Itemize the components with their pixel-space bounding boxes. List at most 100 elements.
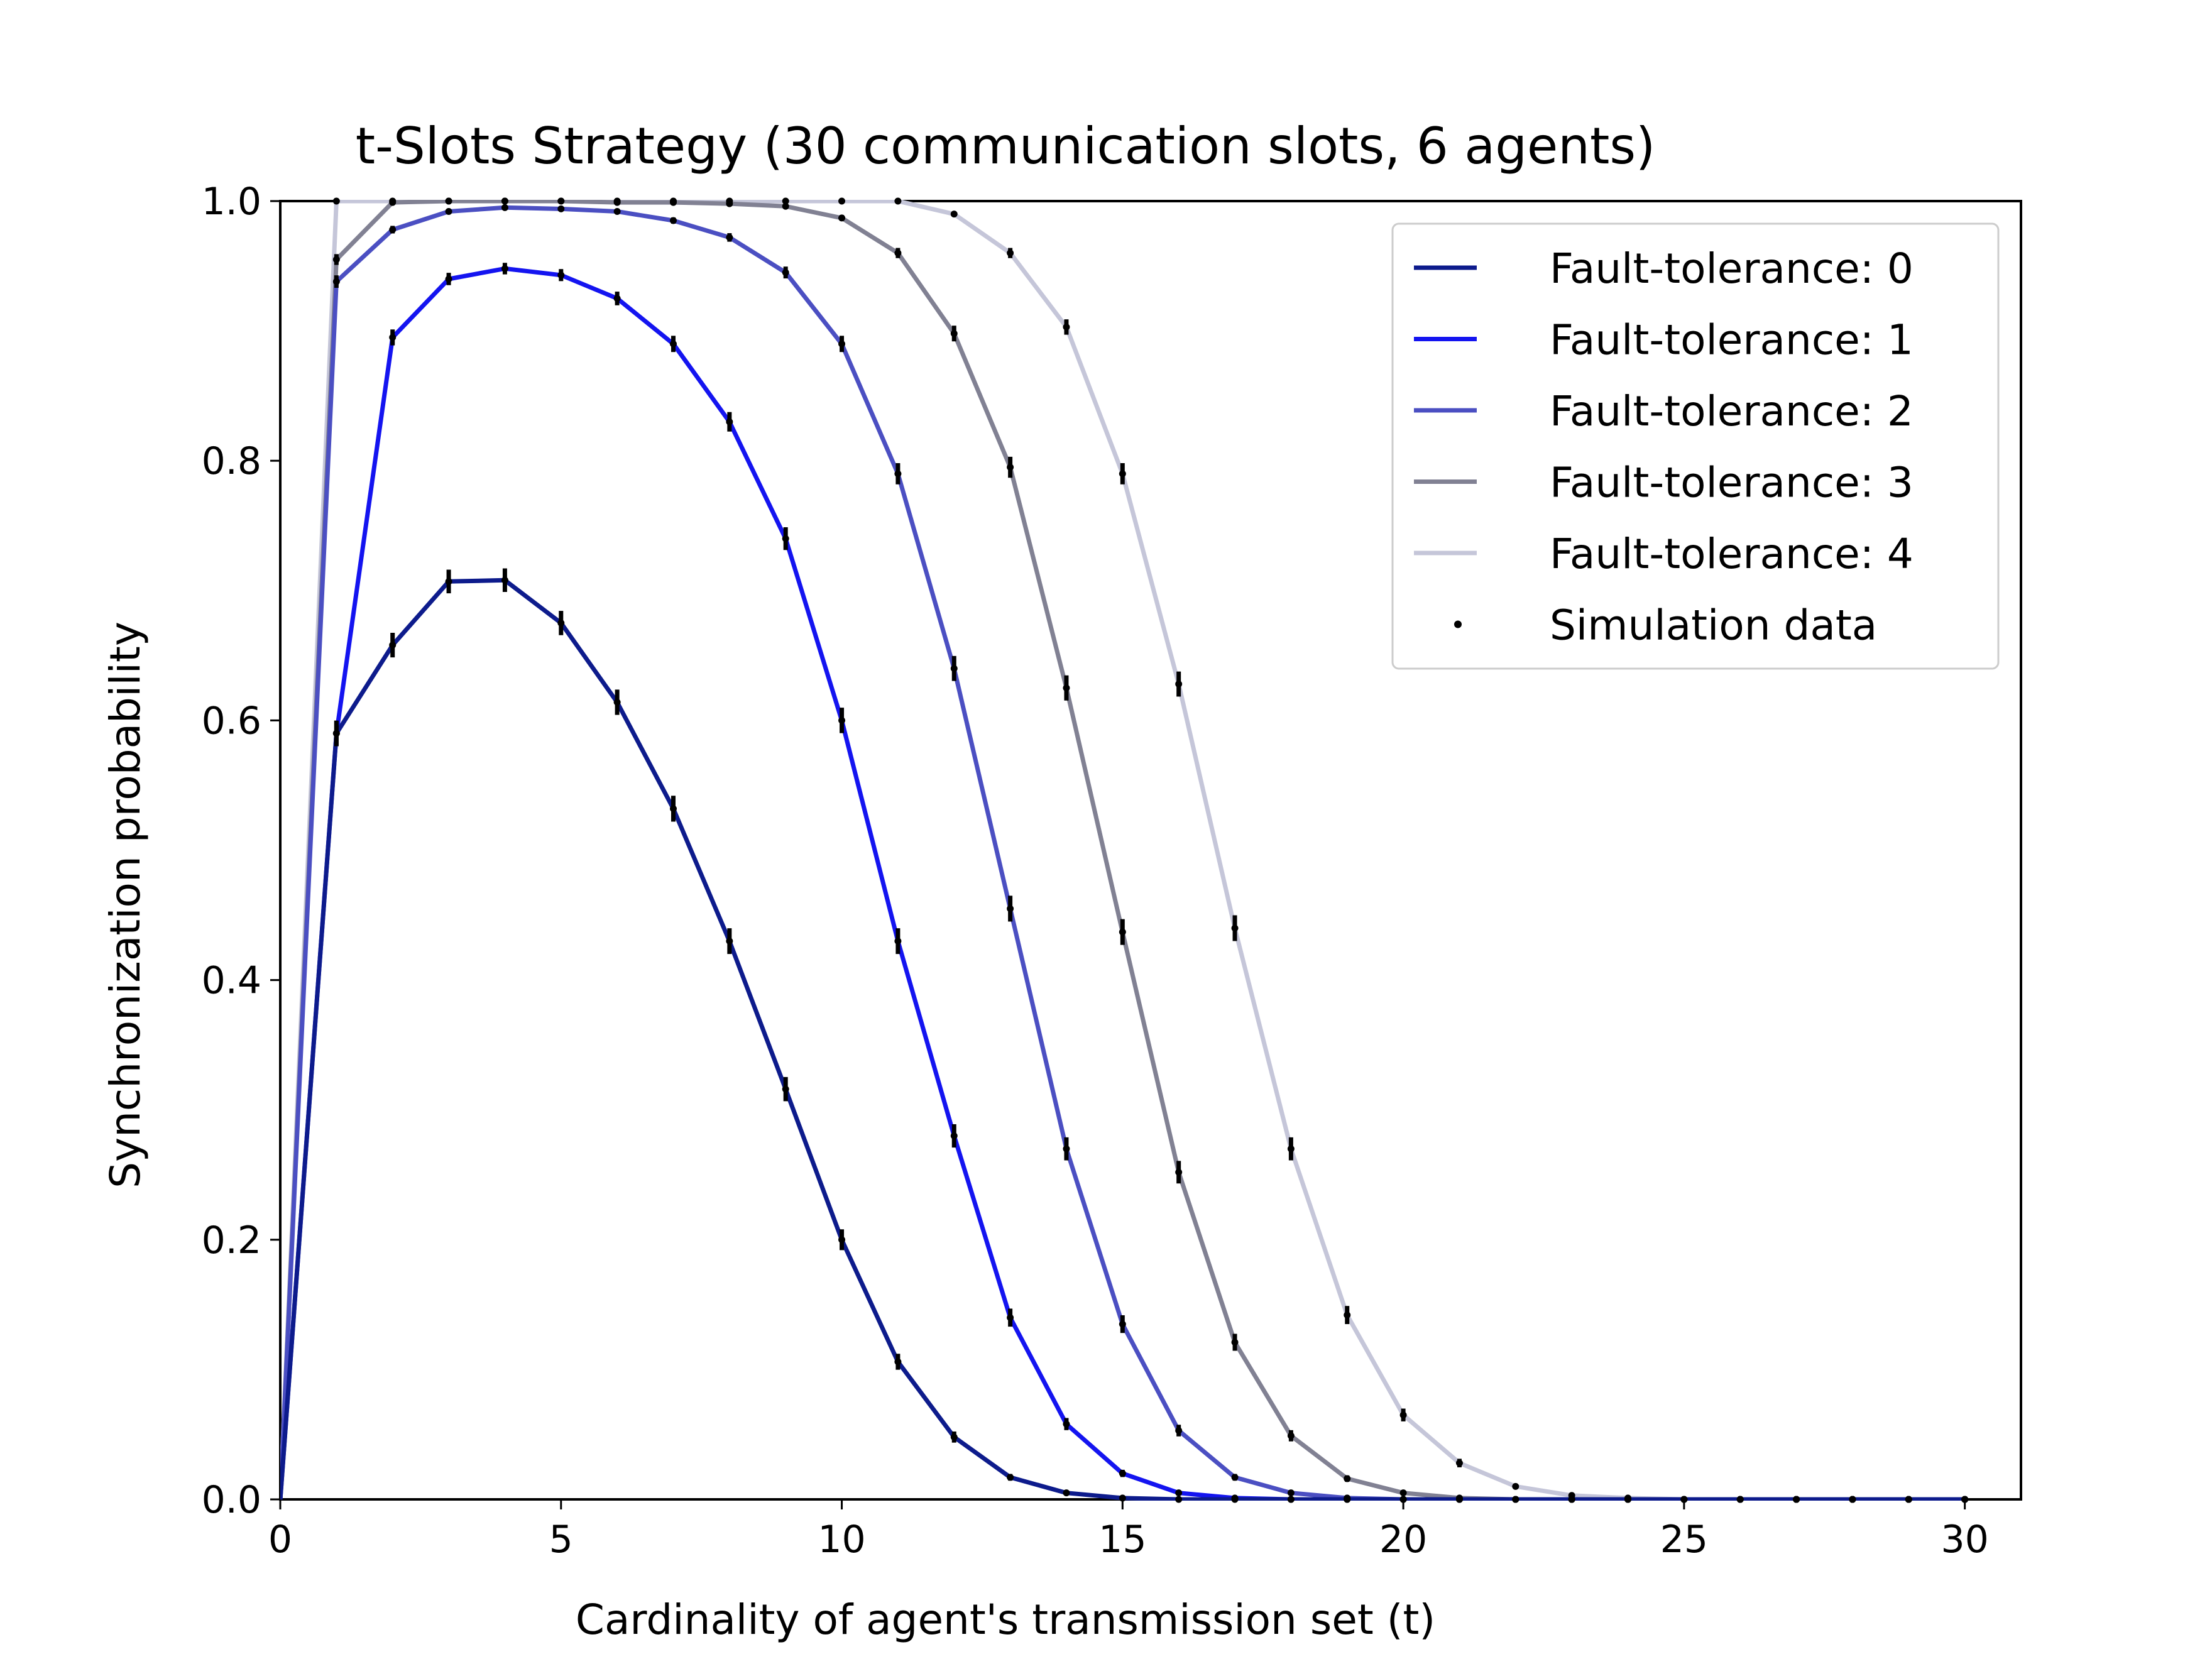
simulation-point <box>1231 1339 1239 1346</box>
simulation-point <box>613 698 621 706</box>
simulation-point <box>1287 1496 1295 1503</box>
simulation-point <box>1231 924 1239 932</box>
simulation-point <box>1455 1494 1463 1502</box>
simulation-point <box>1399 1411 1407 1419</box>
simulation-point <box>332 730 340 737</box>
simulation-point <box>557 271 565 279</box>
simulation-point <box>557 205 565 212</box>
simulation-point <box>1512 1482 1519 1490</box>
y-tick-label: 0.6 <box>202 699 261 743</box>
simulation-point <box>445 275 452 283</box>
simulation-point <box>726 197 733 205</box>
simulation-point <box>1512 1496 1519 1503</box>
simulation-point <box>389 334 397 341</box>
simulation-point <box>669 805 677 813</box>
chart-title: t-Slots Strategy (30 communication slots… <box>356 117 1655 175</box>
simulation-point <box>332 197 340 205</box>
simulation-point <box>894 197 902 205</box>
plot-area: 0 5 10 15 20 25 30 0.0 0.2 0.4 0.6 0.8 1.0 <box>202 180 2022 1562</box>
simulation-point <box>1344 1494 1351 1502</box>
y-tick-label: 0.4 <box>202 959 261 1003</box>
simulation-point <box>1119 470 1126 478</box>
simulation-point <box>1063 323 1070 331</box>
simulation-point <box>1287 1489 1295 1497</box>
simulation-point <box>1007 1474 1014 1481</box>
simulation-point <box>1119 1320 1126 1328</box>
simulation-point <box>613 197 621 205</box>
simulation-point <box>1063 1145 1070 1153</box>
legend-box <box>1391 222 2000 670</box>
simulation-point <box>1849 1496 1856 1503</box>
y-tick-label: 0.0 <box>202 1478 261 1522</box>
simulation-point <box>557 197 565 205</box>
simulation-point <box>950 665 958 672</box>
simulation-point <box>1119 1470 1126 1477</box>
y-tick-label: 1.0 <box>202 180 261 224</box>
simulation-point <box>838 214 846 222</box>
simulation-point <box>389 197 397 205</box>
x-tick-label: 15 <box>1098 1518 1146 1562</box>
simulation-point <box>726 418 733 425</box>
simulation-point <box>782 535 789 542</box>
simulation-point <box>782 269 789 276</box>
simulation-point <box>1399 1489 1407 1497</box>
simulation-point <box>1344 1475 1351 1482</box>
simulation-point <box>557 619 565 627</box>
x-tick-label: 30 <box>1941 1518 1988 1562</box>
simulation-point <box>1793 1496 1800 1503</box>
legend-label: Fault-tolerance: 4 <box>1550 530 1914 578</box>
simulation-point <box>1287 1145 1295 1153</box>
x-tick-label: 0 <box>268 1518 292 1562</box>
simulation-point <box>950 1433 958 1441</box>
simulation-point <box>838 1236 846 1244</box>
simulation-point <box>894 938 902 945</box>
simulation-point <box>838 340 846 348</box>
legend-marker <box>1454 620 1462 628</box>
y-tick-label: 0.8 <box>202 439 261 483</box>
simulation-point <box>838 197 846 205</box>
simulation-point <box>389 226 397 233</box>
simulation-point <box>1624 1494 1632 1502</box>
simulation-point <box>894 470 902 478</box>
simulation-point <box>613 295 621 302</box>
y-tick-label: 0.2 <box>202 1218 261 1262</box>
simulation-point <box>1063 1420 1070 1428</box>
x-tick-label: 10 <box>818 1518 865 1562</box>
simulation-point <box>1007 1314 1014 1322</box>
simulation-point <box>1175 1427 1183 1435</box>
simulation-point <box>1007 905 1014 912</box>
simulation-point <box>1007 464 1014 471</box>
x-tick-label: 25 <box>1660 1518 1708 1562</box>
simulation-point <box>669 217 677 224</box>
simulation-point <box>894 1358 902 1366</box>
simulation-point <box>613 208 621 216</box>
x-tick-label: 20 <box>1379 1518 1427 1562</box>
simulation-point <box>1119 928 1126 936</box>
legend-label: Fault-tolerance: 2 <box>1550 387 1914 435</box>
y-axis-label: Synchronization probability <box>101 621 150 1188</box>
legend-label: Fault-tolerance: 0 <box>1550 244 1914 293</box>
legend: Fault-tolerance: 0 Fault-tolerance: 1 Faul… <box>1391 222 2000 670</box>
simulation-point <box>1568 1492 1575 1499</box>
simulation-point <box>1007 249 1014 257</box>
simulation-point <box>782 197 789 205</box>
simulation-point <box>501 576 508 584</box>
simulation-point <box>782 202 789 210</box>
simulation-point <box>1175 1168 1183 1176</box>
simulation-point <box>726 234 733 241</box>
simulation-point <box>1736 1496 1744 1503</box>
simulation-point <box>726 938 733 945</box>
simulation-point <box>669 340 677 348</box>
legend-label: Fault-tolerance: 3 <box>1550 459 1914 507</box>
simulation-point <box>1063 684 1070 692</box>
simulation-point <box>782 1085 789 1093</box>
simulation-point <box>1680 1496 1688 1503</box>
x-axis-label: Cardinality of agent's transmission set … <box>576 1596 1435 1644</box>
simulation-point <box>501 197 508 205</box>
simulation-point <box>1231 1494 1239 1502</box>
simulation-point <box>1175 1496 1183 1503</box>
simulation-point <box>950 330 958 337</box>
simulation-point <box>1455 1459 1463 1467</box>
simulation-point <box>1063 1489 1070 1497</box>
